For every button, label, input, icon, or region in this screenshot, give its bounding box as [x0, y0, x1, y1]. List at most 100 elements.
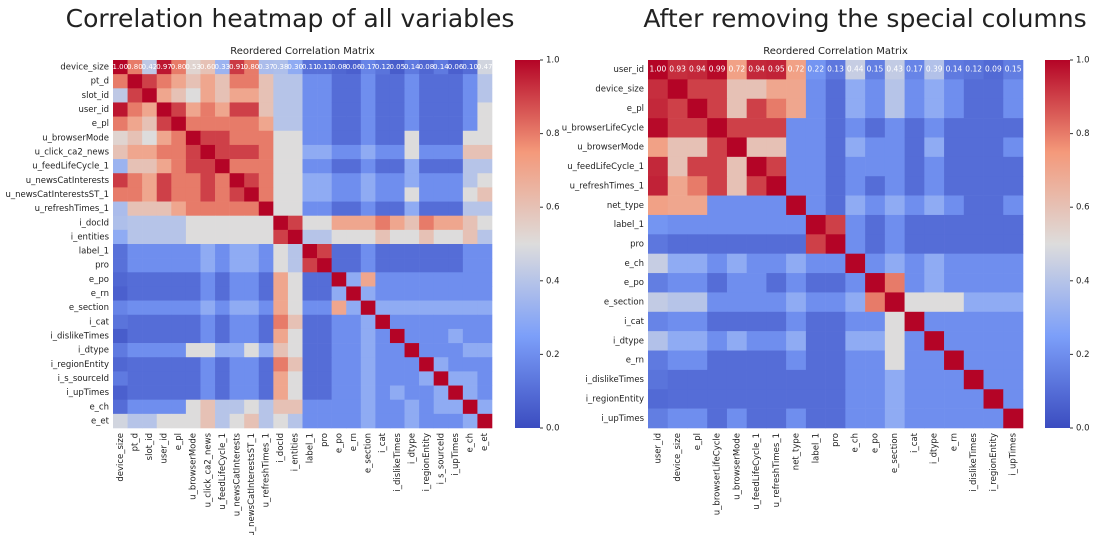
heatmap-cell: [805, 311, 826, 332]
heatmap-cell: [404, 144, 420, 160]
heatmap-cell: [404, 173, 420, 188]
heatmap-cell: [865, 234, 886, 254]
heatmap-cell: [185, 244, 201, 259]
heatmap-cell: [462, 201, 478, 216]
heatmap-cell: [667, 98, 688, 119]
heatmap-cell: [707, 195, 728, 216]
heatmap-cell: [667, 156, 688, 177]
heatmap-cell: [317, 272, 332, 287]
heatmap-cell: [287, 173, 303, 188]
heatmap-cell: [648, 273, 669, 293]
heatmap-cell: [786, 389, 807, 409]
heatmap-cell: [302, 286, 318, 301]
heatmap-cell: [229, 173, 245, 188]
heatmap-cell: [983, 98, 1004, 119]
heatmap-cell: [884, 79, 905, 100]
heatmap-cell: [786, 214, 807, 235]
heatmap-cell: [786, 118, 807, 138]
heatmap-cell: [944, 369, 965, 390]
heatmap-cell: [462, 159, 478, 174]
heatmap-cell: [215, 314, 230, 330]
heatmap-cell: [389, 258, 405, 273]
x-tick-label: e_pl: [693, 433, 703, 450]
heatmap-cell: [805, 156, 826, 177]
heatmap-cell: [346, 201, 362, 216]
heatmap-cell: [825, 311, 846, 332]
y-tick-label: slot_id: [82, 91, 109, 101]
heatmap-cell: [185, 399, 201, 415]
heatmap-cell: [302, 201, 318, 216]
heatmap-cell: [707, 311, 728, 332]
heatmap-cell: [963, 214, 984, 235]
x-tick-label: e_po: [334, 433, 344, 453]
heatmap-cell: [766, 176, 787, 196]
heatmap-cell: [786, 273, 807, 293]
heatmap-cell: [317, 357, 332, 372]
heatmap-cell: [113, 74, 128, 89]
heatmap-cell: [924, 331, 945, 351]
heatmap-cell: [258, 74, 274, 89]
heatmap-cell: [845, 389, 866, 409]
cell-annotation: 0.95: [768, 65, 785, 74]
heatmap-cell: [287, 102, 303, 117]
heatmap-cell: [113, 201, 128, 216]
chart-title: Reordered Correlation Matrix: [230, 46, 375, 57]
heatmap-cell: [215, 399, 230, 415]
heatmap-cell: [389, 130, 405, 146]
heatmap-cell: [687, 214, 708, 235]
heatmap-cell: [389, 314, 405, 330]
heatmap-cell: [944, 273, 965, 293]
heatmap-cell: [746, 195, 767, 216]
heatmap-cell: [433, 371, 449, 386]
heatmap-cell: [389, 102, 405, 117]
heatmap-cell: [845, 234, 866, 254]
heatmap-cell: [477, 74, 493, 89]
heatmap-cell: [433, 159, 449, 174]
heatmap-cell: [331, 215, 347, 231]
heatmap-cell: [229, 187, 245, 202]
heatmap-cell: [244, 173, 260, 188]
heatmap-cell: [404, 102, 420, 117]
heatmap-cell: [687, 234, 708, 254]
heatmap-cell: [215, 173, 230, 188]
heatmap-cell: [805, 331, 826, 351]
heatmap-cell: [200, 371, 216, 386]
heatmap-cell: [845, 408, 866, 429]
heatmap-cell: [287, 60, 303, 75]
heatmap-cell: [113, 328, 128, 344]
heatmap-cell: [302, 159, 318, 174]
x-tick-label: i_dislikeTimes: [393, 432, 403, 491]
heatmap-cell: [845, 369, 866, 390]
heatmap-cell: [273, 258, 289, 273]
heatmap-cell: [419, 74, 434, 89]
heatmap-cell: [667, 253, 688, 274]
heatmap-cell: [944, 234, 965, 254]
heatmap-cell: [185, 371, 201, 386]
heatmap-cell: [142, 215, 158, 231]
heatmap-cell: [200, 244, 216, 259]
y-tick-label: u_newsCatInterestsST_1: [5, 190, 109, 200]
heatmap-cell: [185, 229, 201, 245]
heatmap-cell: [360, 244, 376, 259]
heatmap-cell: [113, 187, 128, 202]
heatmap-cell: [404, 229, 420, 245]
heatmap-cell: [142, 201, 158, 216]
heatmap-cell: [244, 244, 260, 259]
heatmap-cell: [648, 214, 669, 235]
heatmap-cell: [404, 413, 420, 429]
heatmap-cell: [229, 244, 245, 259]
cell-annotation: 0.11: [302, 63, 318, 71]
heatmap-cell: [667, 176, 688, 196]
heatmap-cell: [127, 102, 143, 117]
heatmap-cell: [448, 357, 464, 372]
heatmap-cell: [904, 311, 925, 332]
heatmap-cell: [346, 413, 362, 429]
heatmap-cell: [317, 130, 332, 146]
heatmap-cell: [477, 328, 493, 344]
heatmap-cell: [200, 144, 216, 160]
heatmap-cell: [419, 413, 434, 429]
heatmap-cell: [1003, 369, 1024, 390]
heatmap-cell: [865, 389, 886, 409]
heatmap-cell: [317, 385, 332, 400]
cell-annotation: 0.13: [827, 65, 844, 74]
